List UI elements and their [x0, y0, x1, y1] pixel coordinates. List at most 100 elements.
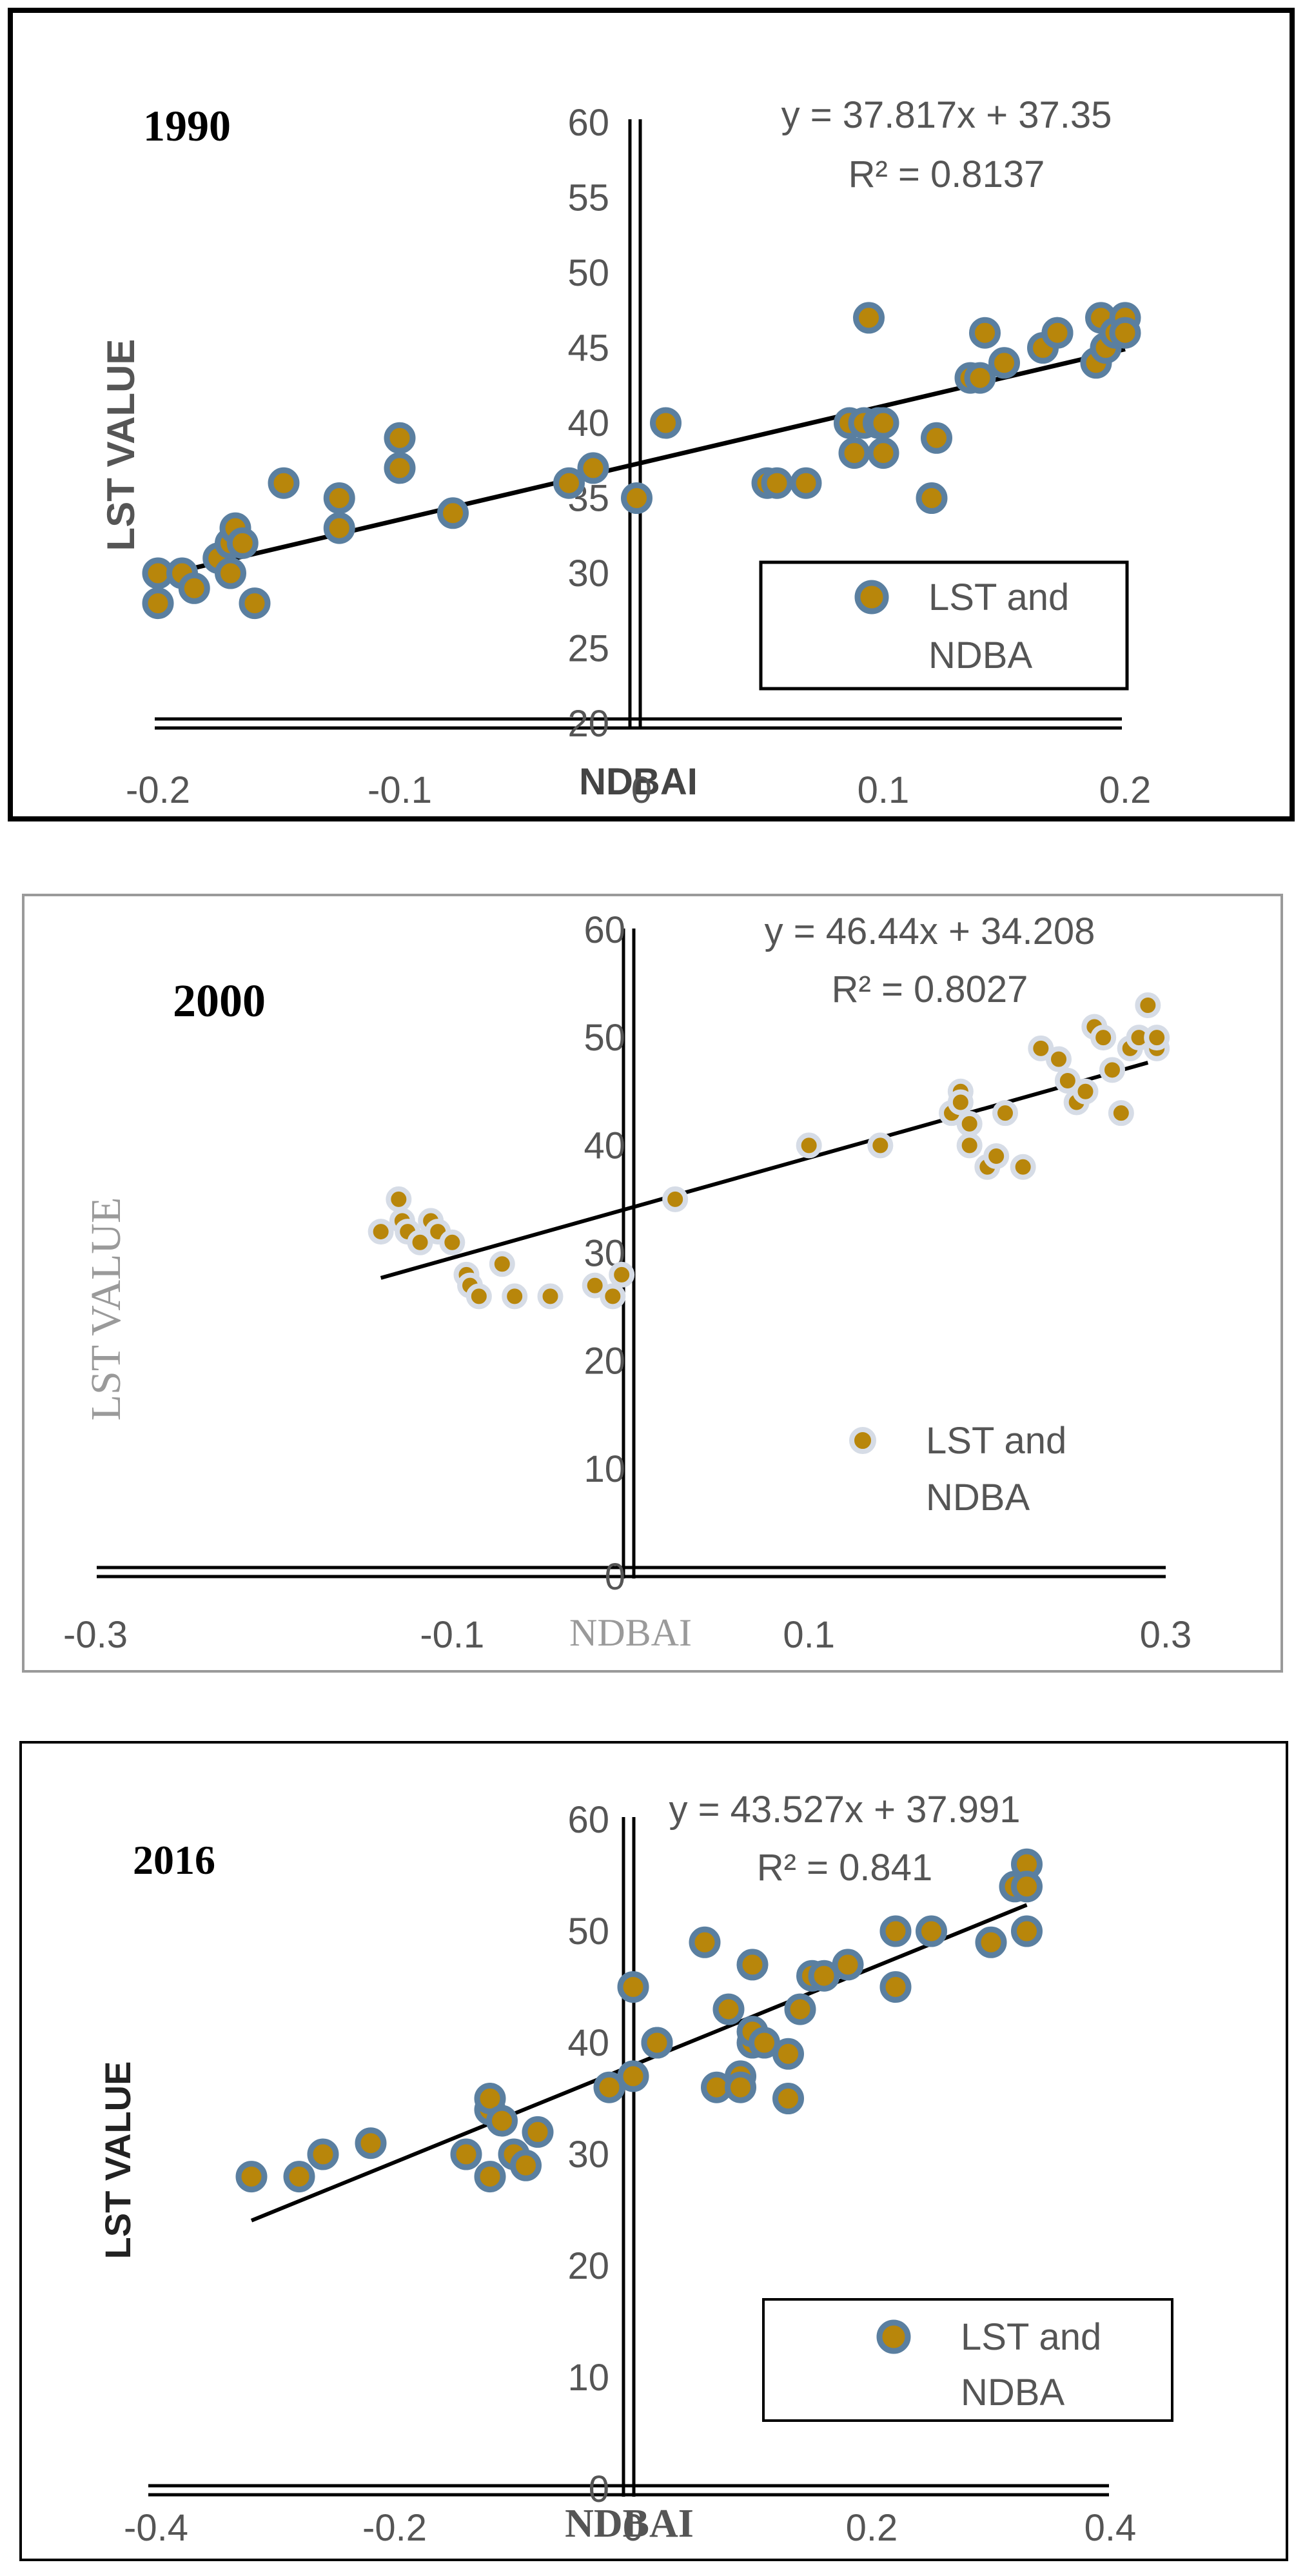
data-point — [386, 1186, 412, 1212]
y-tick-label: 25 — [567, 628, 609, 670]
y-tick-label: 20 — [584, 1341, 625, 1382]
data-point — [879, 1971, 912, 2003]
data-point — [355, 2127, 387, 2159]
y-axis-label: LST VALUE — [97, 2061, 138, 2259]
legend-box — [759, 560, 1129, 691]
chart-border — [8, 8, 1295, 821]
x-tick-label: 0.1 — [858, 769, 910, 811]
data-point — [450, 2138, 482, 2170]
data-point — [983, 1143, 1010, 1170]
y-tick-label: 30 — [567, 553, 609, 595]
chart-border — [22, 894, 1283, 1673]
y-tick-label: 55 — [567, 177, 609, 219]
x-axis-label: NDBAI — [569, 1611, 692, 1654]
y-tick-label: 50 — [567, 252, 609, 294]
data-point — [486, 2105, 518, 2137]
data-point — [689, 1926, 721, 1958]
x-tick-label: 0 — [631, 769, 652, 811]
data-point — [988, 347, 1020, 379]
data-point — [975, 1926, 1007, 1958]
data-point — [466, 1283, 492, 1310]
data-point — [226, 527, 259, 559]
data-points — [235, 1848, 1043, 2193]
data-point — [617, 1971, 649, 2003]
data-point — [992, 1100, 1018, 1126]
y-tick-label: 0 — [605, 1556, 625, 1598]
y-tick-labels: 0 10 20 30 40 50 60 — [567, 1799, 609, 2510]
data-point — [867, 1132, 894, 1159]
data-point — [368, 1219, 394, 1245]
data-point — [1108, 1100, 1134, 1126]
data-point — [323, 512, 355, 544]
data-point — [761, 467, 793, 499]
data-point — [323, 482, 355, 514]
x-tick-label: -0.2 — [362, 2507, 427, 2549]
y-tick-label: 60 — [567, 1799, 609, 1841]
r-squared: R² = 0.841 — [757, 1847, 932, 1889]
axes — [97, 929, 1166, 1578]
data-point — [784, 1993, 816, 2025]
legend-marker — [876, 2319, 911, 2354]
x-tick-label: 0 — [623, 2507, 643, 2549]
data-point — [956, 1132, 983, 1159]
data-point — [853, 302, 885, 334]
data-point — [439, 1229, 466, 1255]
y-axis-label: LST VALUE — [83, 1197, 130, 1421]
data-point — [1041, 317, 1074, 349]
data-point — [1109, 317, 1141, 349]
x-axis-label: NDBAI — [565, 2502, 694, 2546]
data-point — [662, 1186, 689, 1212]
y-tick-label: 10 — [584, 1448, 625, 1490]
chart-1990: 1990 LST VALUE NDBAI y = 37.817x + 37.35… — [8, 8, 1295, 821]
data-point — [178, 572, 210, 604]
data-point — [916, 1915, 947, 1947]
data-point — [1072, 1078, 1099, 1105]
data-point — [867, 437, 899, 469]
legend: LST and NDBA — [762, 2298, 1173, 2422]
data-point — [283, 2161, 315, 2193]
legend-label-line2: NDBA — [961, 2372, 1065, 2414]
data-point — [1010, 1154, 1036, 1180]
trend-equation: y = 43.527x + 37.991 — [669, 1789, 1021, 1831]
data-point — [1011, 1871, 1043, 1903]
legend-box — [762, 2298, 1173, 2422]
data-points — [368, 992, 1170, 1310]
x-tick-label: 0.4 — [1084, 2507, 1137, 2549]
x-tick-label: -0.1 — [368, 769, 432, 811]
data-point — [489, 1251, 515, 1277]
data-point — [641, 2027, 673, 2059]
year-label: 2016 — [133, 1837, 215, 1883]
x-tick-label: -0.2 — [126, 769, 190, 811]
data-point — [582, 1272, 608, 1299]
legend-marker — [849, 1427, 876, 1454]
y-tick-label: 50 — [567, 1911, 609, 1952]
legend: LST and NDBA — [849, 1420, 1066, 1519]
trend-equation: y = 37.817x + 37.35 — [781, 94, 1112, 136]
data-point — [474, 2161, 506, 2193]
legend: LST and NDBA — [759, 560, 1129, 691]
legend-marker — [854, 580, 889, 615]
chart-2016: 2016 LST VALUE NDBAI y = 43.527x + 37.99… — [19, 1741, 1288, 2561]
data-point — [553, 467, 585, 499]
legend-label-line2: NDBA — [926, 1477, 1030, 1519]
y-tick-label: 45 — [567, 328, 609, 369]
data-point — [621, 482, 652, 514]
data-point — [1099, 1057, 1125, 1083]
data-point — [916, 482, 948, 514]
legend-label-line2: NDBA — [928, 634, 1032, 676]
data-point — [879, 1915, 912, 1947]
r-squared: R² = 0.8027 — [832, 968, 1028, 1010]
data-point — [307, 2138, 339, 2170]
y-tick-label: 40 — [567, 2022, 609, 2064]
y-tick-label: 0 — [589, 2468, 609, 2510]
legend-label-line1: LST and — [928, 576, 1069, 618]
y-tick-label: 10 — [567, 2357, 609, 2399]
data-point — [1011, 1915, 1043, 1947]
data-point — [947, 1089, 974, 1116]
data-point — [1046, 1046, 1072, 1072]
data-point — [1028, 1035, 1054, 1061]
data-point — [736, 1949, 769, 1981]
data-point — [142, 587, 174, 620]
year-label: 2000 — [173, 975, 266, 1027]
